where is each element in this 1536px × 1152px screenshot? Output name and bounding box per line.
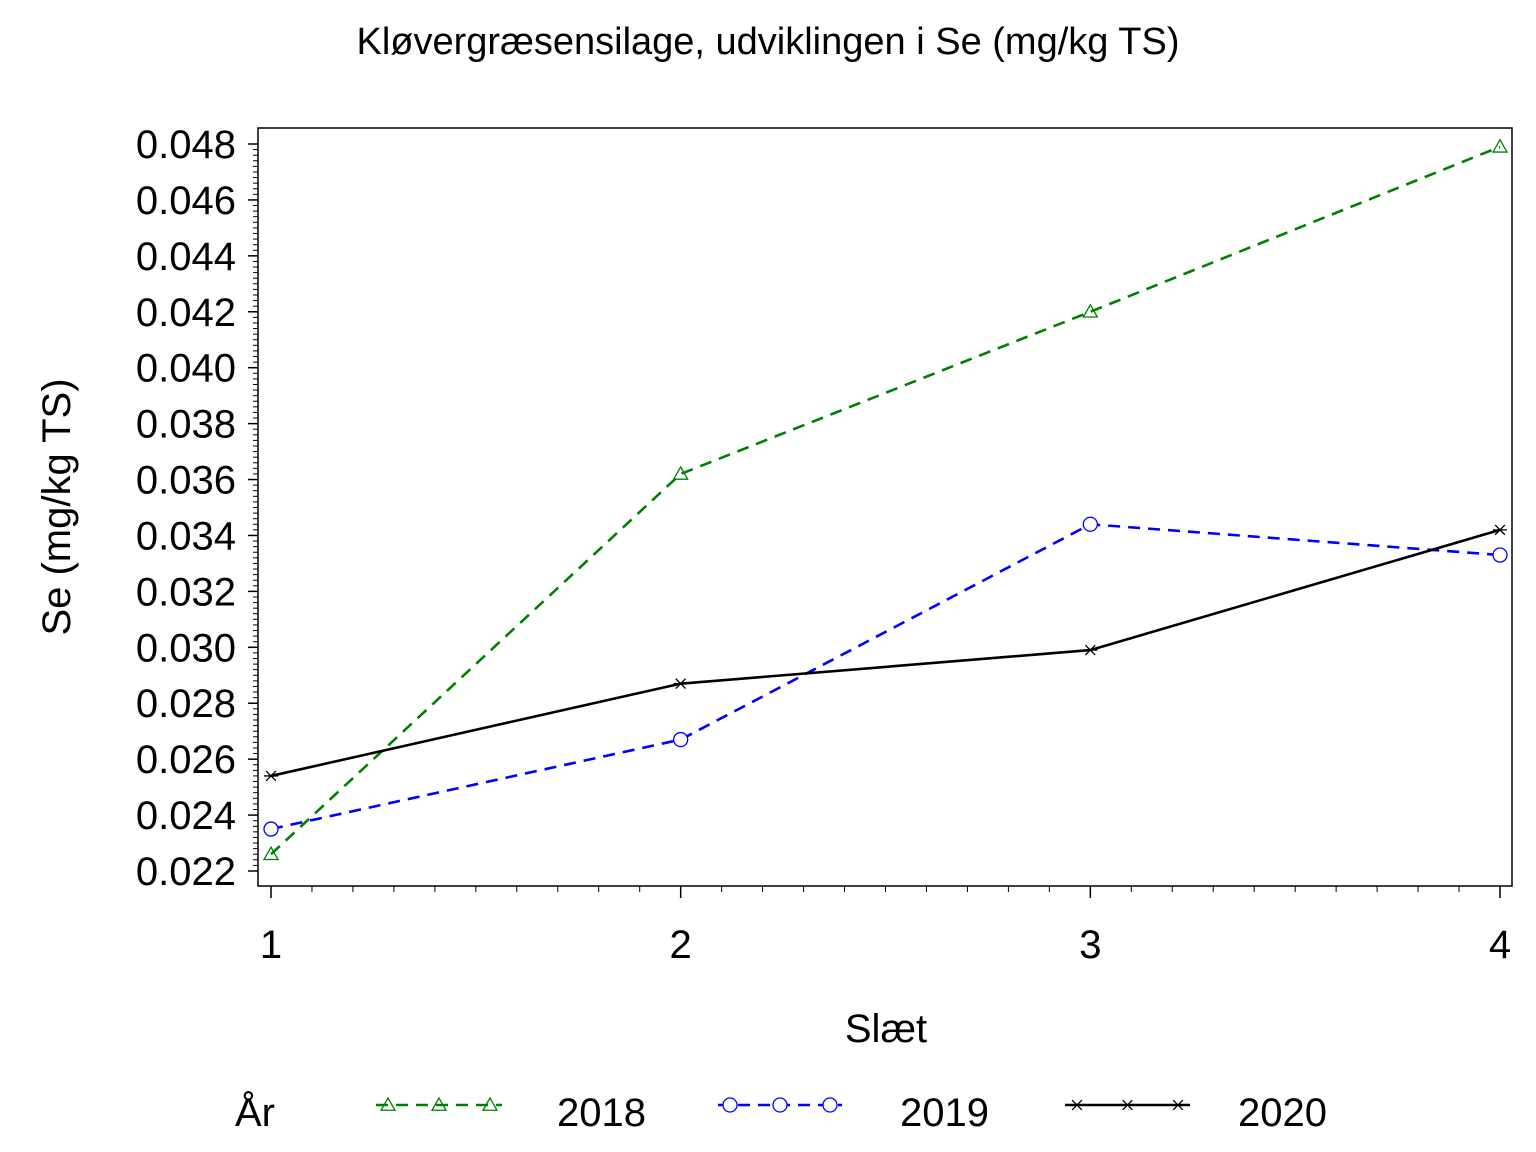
legend-label-2019: 2019 xyxy=(900,1091,989,1135)
x-axis-label: Slæt xyxy=(845,1007,927,1051)
x-tick-label: 4 xyxy=(1489,923,1511,967)
data-point-2020 xyxy=(1493,524,1507,536)
chart-title: Kløvergræsensilage, udviklingen i Se (mg… xyxy=(357,21,1180,63)
y-tick-label: 0.024 xyxy=(136,794,236,838)
data-point-2020 xyxy=(1083,644,1098,656)
y-tick-label: 0.042 xyxy=(136,291,236,335)
legend-marker-2020 xyxy=(1120,1099,1135,1111)
legend-label-2018: 2018 xyxy=(557,1091,646,1135)
y-tick-label: 0.036 xyxy=(136,459,236,503)
legend-marker-2020 xyxy=(1070,1099,1084,1111)
series-2018 xyxy=(262,138,1509,861)
data-point-2020 xyxy=(264,770,278,782)
y-tick-label: 0.030 xyxy=(136,626,236,670)
legend-title: År xyxy=(235,1090,275,1135)
data-point-2019 xyxy=(1492,547,1508,563)
x-tick-label: 2 xyxy=(670,923,692,967)
legend-marker-2019 xyxy=(772,1097,788,1113)
y-tick-label: 0.038 xyxy=(136,403,236,447)
series-2020 xyxy=(264,524,1507,782)
x-axis-ticks: 1 2 3 4 xyxy=(260,886,1511,967)
legend-item-2020: 2020 xyxy=(1065,1091,1327,1135)
x-tick-label: 3 xyxy=(1079,923,1101,967)
series-line-2020 xyxy=(270,528,1501,778)
plot-frame xyxy=(257,127,1513,887)
legend-marker-2020 xyxy=(1171,1099,1185,1111)
y-tick-label: 0.028 xyxy=(136,682,236,726)
legend-label-2020: 2020 xyxy=(1238,1091,1327,1135)
y-tick-label: 0.048 xyxy=(136,123,236,167)
y-tick-label: 0.034 xyxy=(136,514,236,558)
data-point-2018 xyxy=(672,465,689,480)
x-tick-label: 1 xyxy=(260,923,282,967)
legend-marker-2018 xyxy=(430,1096,448,1111)
legend-item-2018: 2018 xyxy=(376,1091,646,1135)
data-point-2018 xyxy=(1491,138,1509,153)
legend-marker-2018 xyxy=(481,1096,499,1111)
y-tick-label: 0.044 xyxy=(136,235,236,279)
legend-marker-2019 xyxy=(822,1097,838,1113)
series-line-2019 xyxy=(270,522,1501,831)
data-point-2018 xyxy=(1082,303,1099,318)
data-point-2019 xyxy=(673,731,689,748)
y-axis-ticks: 0.022 0.024 0.026 0.028 0.030 0.032 0.034 0.036… xyxy=(136,123,258,894)
y-tick-label: 0.032 xyxy=(136,570,236,614)
data-point-2020 xyxy=(673,678,688,690)
y-tick-label: 0.022 xyxy=(136,850,236,894)
legend-marker-2018 xyxy=(379,1096,397,1111)
data-point-2019 xyxy=(263,821,279,837)
legend-marker-2019 xyxy=(722,1097,738,1113)
series-2019 xyxy=(263,516,1508,837)
y-axis-label: Se (mg/kg TS) xyxy=(35,378,79,635)
data-point-2018 xyxy=(262,845,280,861)
y-tick-label: 0.046 xyxy=(136,179,236,223)
legend-item-2019: 2019 xyxy=(718,1091,989,1135)
legend: År 2018 2019 2020 xyxy=(235,1090,1327,1135)
series-line-2018 xyxy=(270,145,1501,856)
y-tick-label: 0.026 xyxy=(136,738,236,782)
series-layer xyxy=(262,138,1509,861)
y-tick-label: 0.040 xyxy=(136,347,236,391)
data-point-2019 xyxy=(1082,516,1098,532)
